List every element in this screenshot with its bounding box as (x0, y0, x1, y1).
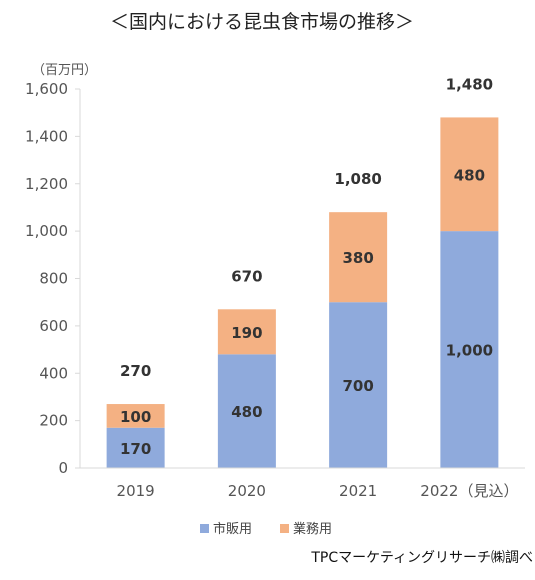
y-tick-label: 1,200 (25, 175, 68, 193)
legend-swatch (280, 524, 289, 533)
y-tick-label: 600 (39, 317, 68, 335)
legend-swatch (200, 524, 209, 533)
bar-segment-commercial (106, 404, 165, 428)
bar-segment-commercial (329, 212, 388, 303)
segment-value-label: 480 (231, 403, 262, 421)
segment-value-label: 190 (231, 324, 262, 342)
x-tick-label: 2021 (339, 482, 377, 500)
unit-label: （百万円） (32, 63, 97, 78)
bars: 170 100 270 480 190 670 700 380 1,080 1,000 480 1,4… (106, 75, 499, 468)
y-tick-label: 1,000 (25, 222, 68, 240)
y-tick-label: 800 (39, 270, 68, 288)
total-value-label: 1,480 (446, 75, 493, 93)
y-tick-label: 0 (58, 459, 68, 477)
bar-segment-retail (329, 302, 388, 468)
segment-value-label: 700 (342, 377, 373, 395)
segment-value-label: 480 (454, 166, 485, 184)
source-note: TPCマーケティングリサーチ㈱調べ (310, 550, 533, 566)
x-axis: 2019 2020 2021 2022（見込） (80, 467, 525, 500)
y-tick-label: 200 (39, 412, 68, 430)
bar-segment-retail (106, 427, 165, 468)
total-value-label: 670 (231, 267, 262, 285)
y-tick-label: 400 (39, 364, 68, 382)
segment-value-label: 100 (120, 408, 151, 426)
bar-segment-retail (217, 354, 276, 468)
legend-label: 市販用 (213, 521, 252, 537)
legend-label: 業務用 (293, 521, 332, 537)
segment-value-label: 1,000 (446, 342, 493, 360)
bar-segment-commercial (440, 117, 499, 232)
y-tick-label: 1,600 (25, 80, 68, 98)
bar-segment-retail (440, 231, 499, 468)
segment-value-label: 170 (120, 440, 151, 458)
chart-title: ＜国内における昆虫食市場の推移＞ (110, 11, 414, 33)
x-tick-label: 2022（見込） (420, 482, 518, 500)
legend: 市販用 業務用 (200, 521, 332, 537)
segment-value-label: 380 (342, 249, 373, 267)
y-tick-label: 1,400 (25, 127, 68, 145)
total-value-label: 270 (120, 362, 151, 380)
total-value-label: 1,080 (334, 170, 381, 188)
x-tick-label: 2020 (228, 482, 266, 500)
y-axis: 0 200 400 600 800 1,000 1,200 1,400 1,600 (25, 80, 81, 477)
x-tick-label: 2019 (117, 482, 155, 500)
bar-segment-commercial (217, 309, 276, 355)
